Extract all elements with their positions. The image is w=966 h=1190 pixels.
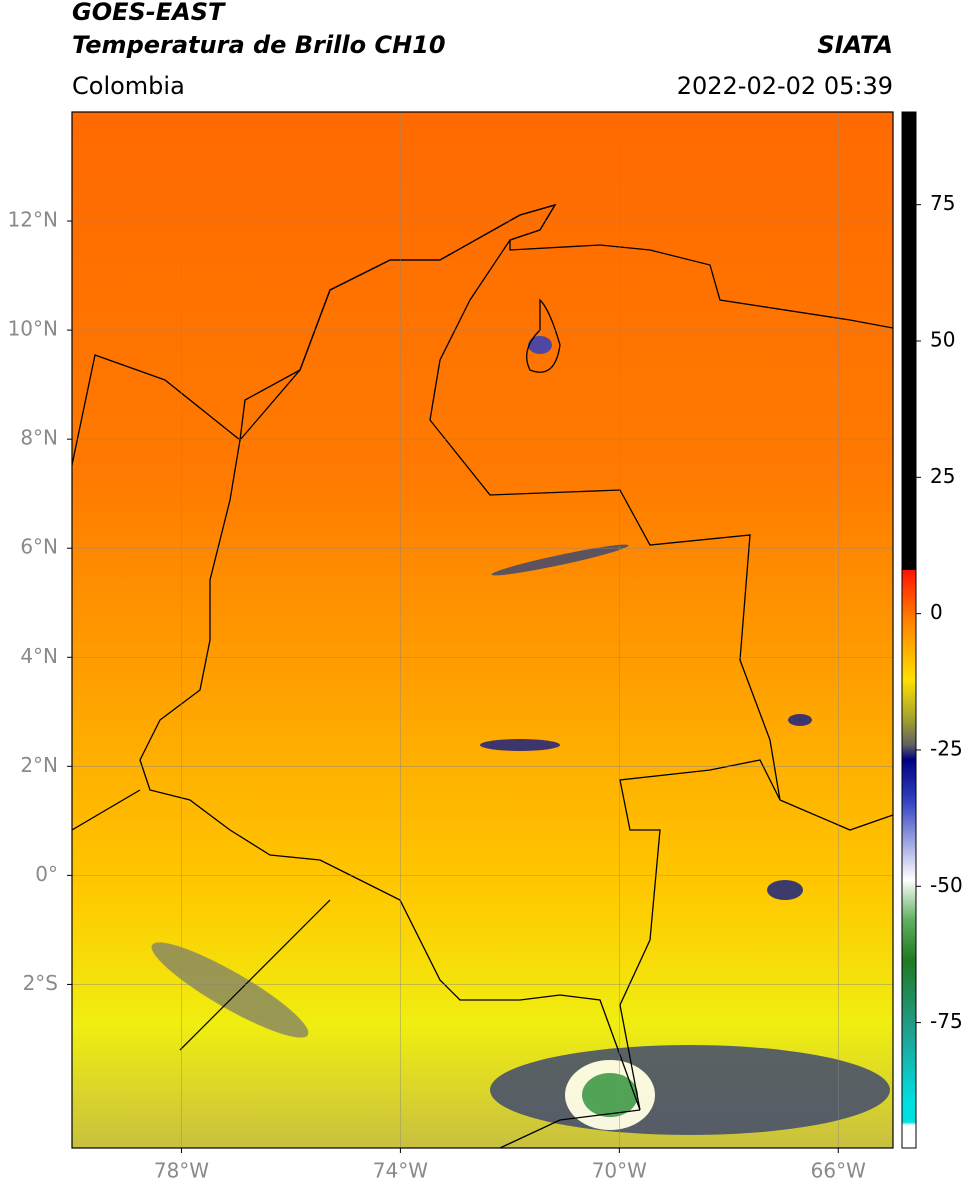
colorbar-label: -50: [930, 873, 963, 897]
map-frame: [71, 111, 894, 1149]
colorbar-label: 25: [930, 464, 955, 488]
lat-label: 6°N: [20, 535, 58, 559]
lat-label: 2°S: [23, 971, 58, 995]
lat-label: 0°: [35, 862, 58, 886]
map-background: [72, 112, 893, 1148]
lon-label: 66°W: [811, 1159, 866, 1183]
lon-label: 78°W: [154, 1159, 209, 1183]
colorbar-label: 75: [930, 191, 955, 215]
grid: [72, 112, 893, 1148]
lat-label: 12°N: [8, 208, 58, 232]
datetime: 2022-02-02 05:39: [677, 72, 893, 100]
colorbar-label: -75: [930, 1009, 963, 1033]
source: SIATA: [817, 31, 893, 59]
colorbar-label: 0: [930, 600, 943, 624]
lon-label: 74°W: [373, 1159, 428, 1183]
borders: [72, 203, 893, 1148]
lat-label: 4°N: [20, 644, 58, 668]
map: [72, 112, 893, 1148]
title: GOES-EAST: [72, 0, 226, 26]
colorbar: [901, 111, 917, 1149]
lon-label: 70°W: [592, 1159, 647, 1183]
cold-clouds: [151, 336, 890, 1135]
colorbar-label: -25: [930, 736, 963, 760]
lat-label: 2°N: [20, 753, 58, 777]
subtitle: Temperatura de Brillo CH10: [72, 31, 446, 59]
region: Colombia: [72, 72, 185, 100]
lat-label: 10°N: [8, 317, 58, 341]
lat-label: 8°N: [20, 426, 58, 450]
colorbar-label: 50: [930, 328, 955, 352]
